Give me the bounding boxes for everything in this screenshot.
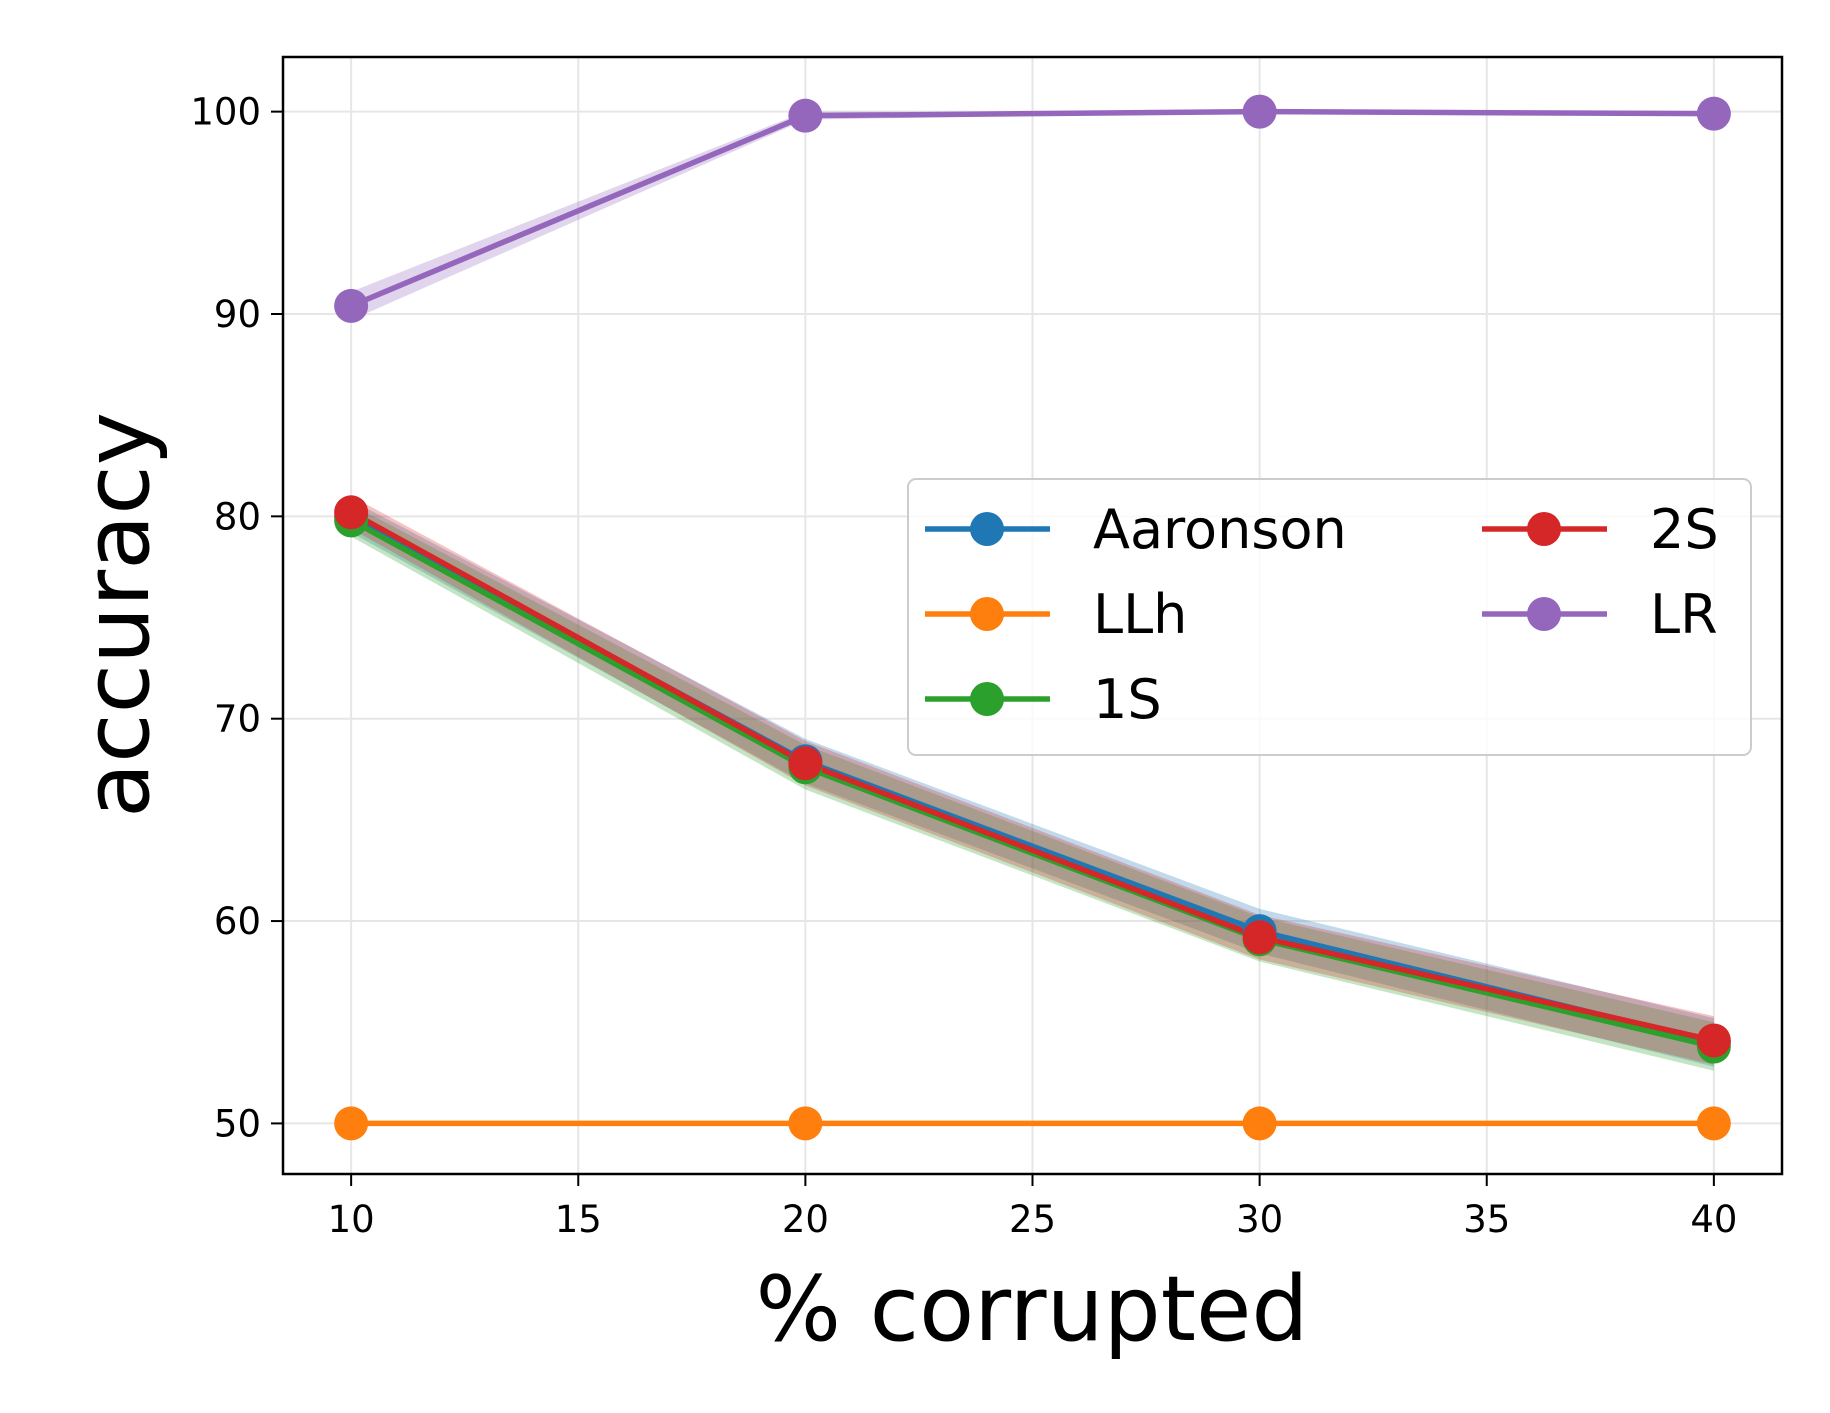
- series-line-2s: [348, 509, 1717, 1044]
- point-lr: [1696, 96, 1731, 131]
- x-ticks: 10 15 20 25 30 35 40: [328, 1174, 1737, 1241]
- legend-label: 2S: [1650, 498, 1719, 561]
- x-tick-label: 10: [328, 1198, 375, 1241]
- point-2s: [334, 495, 369, 530]
- series-points: [334, 94, 1731, 1141]
- x-tick-label: 20: [782, 1198, 829, 1241]
- series-lines: [348, 108, 1717, 1127]
- x-axis-label: % corrupted: [755, 1257, 1308, 1362]
- series-line-lr: [348, 108, 1717, 309]
- point-2s: [1696, 1023, 1731, 1058]
- y-ticks: 50 60 70 80 90 100: [190, 91, 283, 1145]
- x-tick-label: 40: [1690, 1198, 1737, 1241]
- x-tick-label: 15: [555, 1198, 602, 1241]
- x-tick-label: 35: [1463, 1198, 1510, 1241]
- y-tick-label: 60: [214, 900, 261, 943]
- series-line-1s: [348, 517, 1717, 1050]
- x-tick-label: 30: [1236, 1198, 1283, 1241]
- legend-marker: [970, 682, 1004, 716]
- legend-marker: [970, 597, 1004, 631]
- y-tick-label: 70: [214, 698, 261, 741]
- legend-box: [907, 478, 1752, 756]
- point-llh: [1696, 1106, 1731, 1141]
- point-lr: [788, 98, 823, 133]
- point-llh: [334, 1106, 369, 1141]
- legend-marker: [1527, 597, 1561, 631]
- y-axis-label: accuracy: [65, 412, 170, 818]
- point-2s: [1242, 920, 1277, 955]
- legend-label: LLh: [1093, 583, 1187, 646]
- legend-entry-lr: LR: [1482, 583, 1718, 646]
- point-llh: [1242, 1106, 1277, 1141]
- legend-marker: [1527, 512, 1561, 546]
- point-llh: [788, 1106, 823, 1141]
- y-tick-label: 50: [214, 1102, 261, 1145]
- x-tick-label: 25: [1009, 1198, 1056, 1241]
- y-tick-label: 80: [214, 495, 261, 538]
- y-tick-label: 100: [190, 91, 261, 134]
- point-2s: [788, 746, 823, 781]
- point-lr: [334, 288, 369, 323]
- legend-entry-1s: 1S: [925, 668, 1162, 731]
- legend: Aaronson LLh 1S 2S LR: [907, 478, 1752, 756]
- point-lr: [1242, 94, 1277, 129]
- legend-entry-2s: 2S: [1482, 498, 1719, 561]
- y-tick-label: 90: [214, 293, 261, 336]
- legend-label: 1S: [1093, 668, 1162, 731]
- legend-entry-llh: LLh: [925, 583, 1187, 646]
- legend-label: LR: [1650, 583, 1718, 646]
- legend-marker: [970, 512, 1004, 546]
- legend-label: Aaronson: [1093, 498, 1347, 561]
- legend-entry-aaronson: Aaronson: [925, 498, 1347, 561]
